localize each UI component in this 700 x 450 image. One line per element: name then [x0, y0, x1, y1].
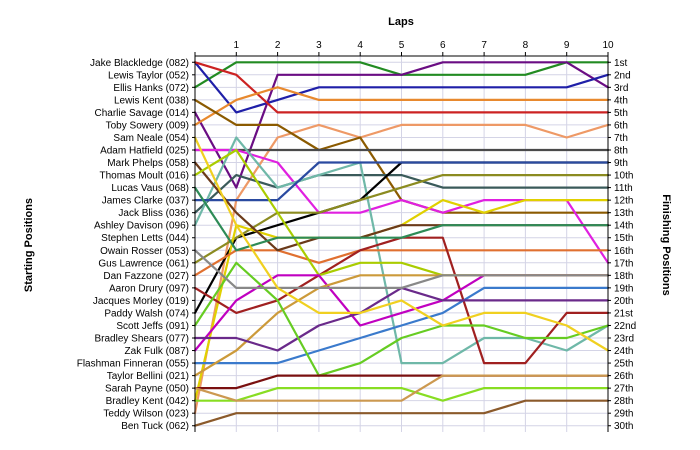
finish-position-label: 14th: [614, 221, 633, 232]
series-layer: [193, 61, 610, 427]
finish-position-label: 24th: [614, 346, 633, 357]
finish-position-label: 5th: [614, 108, 628, 119]
start-position-label: Mark Phelps (058): [107, 158, 189, 169]
series-line: [193, 161, 610, 202]
series-line: [193, 249, 610, 277]
series-line: [193, 286, 610, 365]
start-position-label: Sam Neale (054): [113, 133, 189, 144]
series-line: [193, 86, 610, 127]
finish-position-label: 16th: [614, 246, 633, 257]
start-position-label: Ben Tuck (062): [121, 421, 189, 432]
finish-position-label: 1st: [614, 58, 628, 69]
axes: [192, 52, 611, 432]
finish-position-label: 29th: [614, 409, 633, 420]
finish-position-label: 9th: [614, 158, 628, 169]
start-position-label: Sarah Payne (050): [105, 384, 189, 395]
finish-position-label: 30th: [614, 421, 633, 432]
finish-position-label: 12th: [614, 196, 633, 207]
x-tick-label: 6: [440, 40, 446, 51]
series-line: [193, 186, 610, 252]
series-line: [193, 61, 610, 114]
start-position-label: Bradley Shears (077): [95, 334, 190, 345]
start-position-label: Zak Fulk (087): [125, 346, 189, 357]
x-tick-label: 8: [523, 40, 529, 51]
series-line: [193, 374, 610, 402]
start-position-label: James Clarke (037): [102, 196, 189, 207]
finish-position-label: 21st: [614, 308, 633, 319]
series-line: [193, 174, 610, 214]
x-tick-label: 3: [316, 40, 322, 51]
start-position-label: Lewis Kent (038): [114, 95, 189, 106]
x-tick-label: 7: [481, 40, 487, 51]
finish-position-label: 7th: [614, 133, 628, 144]
start-position-label: Teddy Wilson (023): [103, 409, 189, 420]
start-position-label: Lucas Vaus (068): [111, 183, 189, 194]
start-position-label: Adam Hatfield (025): [100, 146, 189, 157]
series-line: [193, 174, 610, 264]
finish-position-label: 27th: [614, 384, 633, 395]
x-tick-label: 2: [275, 40, 281, 51]
x-tick-label: 10: [602, 40, 614, 51]
series-line: [193, 61, 610, 114]
finish-position-label: 2nd: [614, 70, 631, 81]
series-line: [193, 249, 610, 289]
y-axis-title-right: Finishing Positions: [660, 194, 672, 295]
finish-position-label: 11th: [614, 183, 633, 194]
x-tick-label: 1: [234, 40, 240, 51]
finish-position-label: 25th: [614, 359, 633, 370]
start-position-label: Ashley Davison (096): [94, 221, 189, 232]
finish-position-label: 3rd: [614, 83, 628, 94]
start-position-label: Thomas Moult (016): [100, 171, 189, 182]
finish-position-label: 17th: [614, 258, 633, 269]
finish-position-label: 6th: [614, 120, 628, 131]
start-position-label: Jake Blackledge (082): [90, 58, 189, 69]
start-position-label: Ellis Hanks (072): [113, 83, 189, 94]
x-axis-title: Laps: [388, 16, 414, 28]
series-line: [193, 399, 610, 427]
x-tick-label: 5: [399, 40, 405, 51]
start-position-label: Flashman Finneran (055): [77, 359, 189, 370]
start-position-label: Dan Fazzone (027): [103, 271, 189, 282]
finish-position-label: 20th: [614, 296, 633, 307]
finish-position-label: 15th: [614, 233, 633, 244]
finish-position-label: 28th: [614, 396, 633, 407]
finish-position-label: 22nd: [614, 321, 636, 332]
y-axis-title-left: Starting Positions: [23, 198, 35, 292]
finish-position-label: 23rd: [614, 334, 634, 345]
series-line: [193, 387, 610, 402]
start-position-label: Toby Sowery (009): [106, 120, 189, 131]
finish-position-label: 8th: [614, 146, 628, 157]
start-position-label: Stephen Letts (044): [101, 233, 189, 244]
finish-position-label: 19th: [614, 283, 633, 294]
start-position-label: Paddy Walsh (074): [104, 308, 189, 319]
start-position-label: Bradley Kent (042): [106, 396, 189, 407]
start-position-label: Lewis Taylor (052): [108, 70, 189, 81]
series-line: [193, 136, 610, 365]
start-position-label: Aaron Drury (097): [109, 283, 189, 294]
start-position-label: Taylor Bellini (021): [107, 371, 189, 382]
x-tick-label: 9: [564, 40, 570, 51]
series-line: [193, 61, 610, 189]
finish-position-label: 13th: [614, 208, 633, 219]
finish-position-label: 4th: [614, 95, 628, 106]
start-position-label: Scott Jeffs (091): [116, 321, 189, 332]
start-position-label: Gus Lawrence (061): [98, 258, 189, 269]
finish-position-label: 18th: [614, 271, 633, 282]
x-tick-label: 4: [357, 40, 363, 51]
finish-position-label: 10th: [614, 171, 633, 182]
finish-position-label: 26th: [614, 371, 633, 382]
series-line: [193, 136, 610, 352]
start-position-label: Jack Bliss (036): [118, 208, 189, 219]
start-position-label: Owain Rosser (053): [100, 246, 189, 257]
start-position-label: Jacques Morley (019): [93, 296, 189, 307]
labels: 1 2 3 4 5 6 7 8 9 10 Jake Blackledge (082)Lewis Ta…: [77, 40, 637, 432]
start-position-label: Charlie Savage (014): [95, 108, 190, 119]
